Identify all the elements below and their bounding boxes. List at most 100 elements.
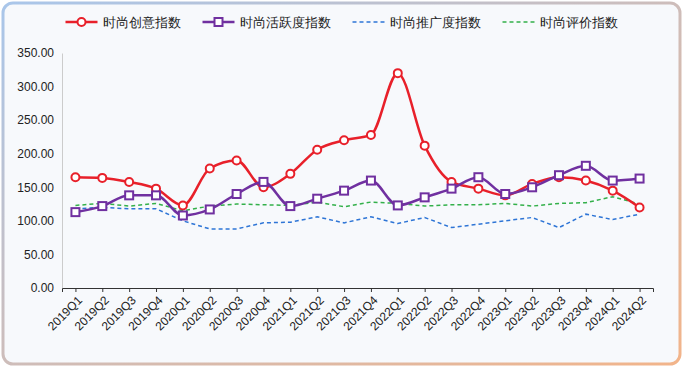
y-tick: 100.00 bbox=[17, 214, 62, 228]
x-axis: 2019Q12019Q22019Q32019Q42020Q12020Q22020… bbox=[45, 288, 654, 333]
frame bbox=[3, 3, 680, 364]
x-tick-mark bbox=[129, 288, 130, 292]
legend-label: 时尚评价指数 bbox=[540, 15, 618, 30]
y-tick: 50.00 bbox=[24, 248, 62, 262]
y-tick-label: 350.00 bbox=[17, 46, 54, 60]
x-tick-mark bbox=[640, 288, 641, 292]
x-tick-mark bbox=[237, 288, 238, 292]
x-tick-mark bbox=[290, 288, 291, 292]
legend: 时尚创意指数 时尚活跃度指数 时尚推广度指数 时尚评价指数 bbox=[66, 15, 618, 30]
marker bbox=[555, 171, 563, 179]
y-tick-label: 250.00 bbox=[17, 113, 54, 127]
chart: 0.00 50.00 100.00 150.00 200.00 250.00 300.00 3… bbox=[0, 0, 683, 369]
legend-marker bbox=[215, 18, 223, 26]
marker bbox=[582, 162, 590, 170]
y-tick: 200.00 bbox=[17, 147, 62, 161]
marker bbox=[421, 142, 429, 150]
x-axis-line bbox=[63, 289, 654, 293]
x-tick-mark bbox=[156, 288, 157, 292]
y-tick: 0.00 bbox=[31, 281, 62, 295]
marker bbox=[394, 201, 402, 209]
y-tick: 350.00 bbox=[17, 46, 62, 60]
x-tick-mark bbox=[344, 288, 345, 292]
x-tick-mark bbox=[210, 288, 211, 292]
y-tick-label: 100.00 bbox=[17, 214, 54, 228]
marker bbox=[582, 177, 590, 185]
marker bbox=[152, 191, 160, 199]
y-tick-label: 50.00 bbox=[24, 248, 54, 262]
y-tick-label: 300.00 bbox=[17, 80, 54, 94]
plot-area bbox=[71, 69, 643, 229]
series-line bbox=[75, 207, 639, 228]
marker bbox=[206, 164, 214, 172]
marker bbox=[501, 190, 509, 198]
x-tick-mark bbox=[505, 288, 506, 292]
marker bbox=[259, 178, 267, 186]
marker bbox=[71, 208, 79, 216]
y-tick-label: 150.00 bbox=[17, 181, 54, 195]
legend-item: 时尚推广度指数 bbox=[353, 15, 481, 30]
x-tick-mark bbox=[559, 288, 560, 292]
marker bbox=[125, 178, 133, 186]
marker bbox=[313, 195, 321, 203]
y-tick: 250.00 bbox=[17, 113, 62, 127]
marker bbox=[421, 193, 429, 201]
marker bbox=[179, 211, 187, 219]
x-tick-mark bbox=[425, 288, 426, 292]
marker bbox=[448, 185, 456, 193]
marker bbox=[474, 173, 482, 181]
marker bbox=[233, 156, 241, 164]
legend-marker bbox=[78, 18, 86, 26]
x-tick-mark bbox=[371, 288, 372, 292]
marker bbox=[528, 183, 536, 191]
legend-item: 时尚创意指数 bbox=[66, 15, 181, 30]
y-tick: 300.00 bbox=[17, 80, 62, 94]
legend-swatch bbox=[353, 21, 385, 23]
y-tick: 150.00 bbox=[17, 181, 62, 195]
x-tick-mark bbox=[532, 288, 533, 292]
marker bbox=[636, 203, 644, 211]
marker bbox=[233, 190, 241, 198]
marker bbox=[609, 177, 617, 185]
legend-label: 时尚推广度指数 bbox=[390, 15, 481, 30]
x-tick-mark bbox=[75, 288, 76, 292]
x-tick-mark bbox=[478, 288, 479, 292]
marker bbox=[367, 177, 375, 185]
x-tick-mark bbox=[613, 288, 614, 292]
y-tick-label: 200.00 bbox=[17, 147, 54, 161]
marker bbox=[98, 202, 106, 210]
marker bbox=[71, 173, 79, 181]
x-tick-mark bbox=[586, 288, 587, 292]
x-tick: 2024Q2 bbox=[609, 288, 649, 333]
marker bbox=[367, 131, 375, 139]
marker bbox=[286, 170, 294, 178]
x-tick-label: 2024Q2 bbox=[609, 293, 649, 333]
x-tick-mark bbox=[317, 288, 318, 292]
marker bbox=[394, 69, 402, 77]
marker bbox=[286, 202, 294, 210]
x-tick-mark bbox=[263, 288, 264, 292]
y-tick-label: 0.00 bbox=[31, 281, 55, 295]
x-tick-mark bbox=[452, 288, 453, 292]
series-line bbox=[75, 73, 639, 207]
y-axis-line bbox=[62, 54, 63, 289]
x-tick-mark bbox=[398, 288, 399, 292]
marker bbox=[340, 187, 348, 195]
legend-item: 时尚评价指数 bbox=[503, 15, 618, 30]
marker bbox=[313, 146, 321, 154]
legend-label: 时尚创意指数 bbox=[103, 15, 181, 30]
legend-label: 时尚活跃度指数 bbox=[240, 15, 331, 30]
x-tick-mark bbox=[102, 288, 103, 292]
marker bbox=[179, 201, 187, 209]
marker bbox=[636, 175, 644, 183]
legend-item: 时尚活跃度指数 bbox=[203, 15, 331, 30]
x-tick-mark bbox=[183, 288, 184, 292]
marker bbox=[474, 185, 482, 193]
marker bbox=[340, 136, 348, 144]
legend-swatch bbox=[503, 21, 535, 23]
series-line bbox=[75, 166, 639, 216]
marker bbox=[609, 187, 617, 195]
marker bbox=[98, 174, 106, 182]
y-axis: 0.00 50.00 100.00 150.00 200.00 250.00 300.00 3… bbox=[17, 46, 62, 295]
marker bbox=[206, 205, 214, 213]
